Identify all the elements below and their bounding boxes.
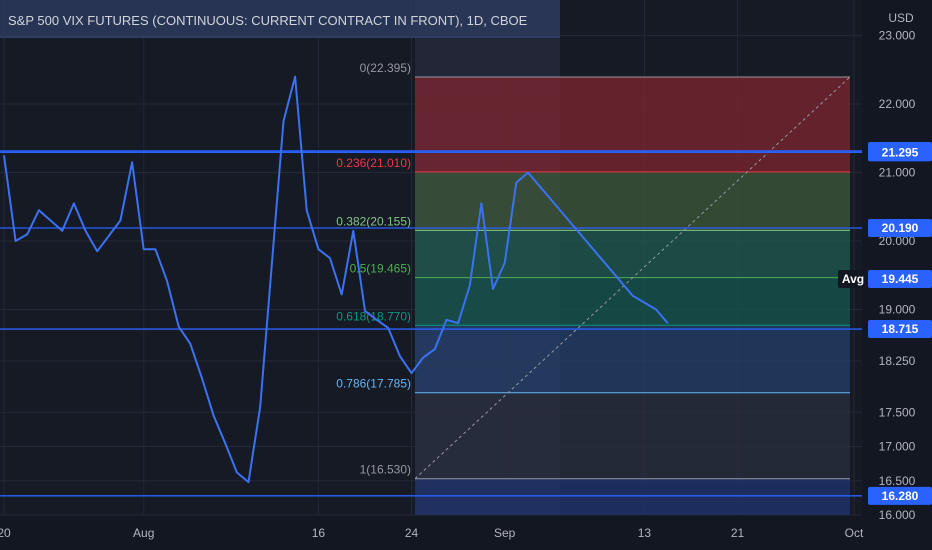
x-tick-label: Aug [133, 526, 154, 540]
price-tag[interactable] [868, 270, 932, 289]
price-tag[interactable] [868, 320, 932, 339]
price-tag[interactable] [868, 219, 932, 238]
x-tick-label: 24 [405, 526, 419, 540]
fib-trend-line[interactable] [414, 76, 851, 480]
x-tick-label: 21 [731, 526, 745, 540]
y-tick-label: 22.000 [879, 97, 916, 111]
price-tag-value: 21.295 [882, 145, 919, 159]
fib-level-label: 0.5(19.465) [350, 262, 411, 276]
price-series-line[interactable] [3, 75, 669, 484]
fib-level-label: 0(22.395) [360, 61, 411, 75]
fib-level-label: 1(16.530) [360, 463, 411, 477]
y-tick-label: 21.000 [879, 166, 916, 180]
x-tick-label: 16 [312, 526, 326, 540]
fib-zone [415, 76, 850, 172]
y-tick-label: 17.500 [879, 405, 916, 419]
fib-level-label: 0.236(21.010) [336, 156, 411, 170]
fib-zone [415, 171, 850, 231]
y-tick-label: 20.000 [879, 234, 916, 248]
fib-zone [415, 325, 850, 393]
y-tick-label: 17.000 [879, 440, 916, 454]
x-tick-label: Oct [845, 526, 864, 540]
y-tick-label: 16.000 [879, 508, 916, 522]
chart-title: S&P 500 VIX FUTURES (CONTINUOUS: CURRENT… [8, 13, 528, 28]
fib-zone [415, 392, 850, 479]
price-tag-value: 20.190 [882, 221, 919, 235]
fib-zone-below [415, 478, 850, 515]
x-tick-label: 13 [638, 526, 652, 540]
price-tag-value: 19.445 [882, 272, 919, 286]
fib-zone [415, 230, 850, 278]
y-tick-label: 16.500 [879, 474, 916, 488]
title-banner [0, 0, 560, 38]
fib-zone [415, 277, 850, 326]
price-tag[interactable] [868, 143, 932, 162]
avg-label: Avg [842, 272, 864, 286]
avg-tag[interactable] [838, 270, 868, 289]
price-tag-value: 16.280 [882, 489, 919, 503]
fib-level-label: 0.786(17.785) [336, 377, 411, 391]
currency-label: USD [888, 11, 914, 25]
y-tick-label: 19.000 [879, 303, 916, 317]
y-tick-label: 23.000 [879, 29, 916, 43]
x-tick-label: Sep [494, 526, 516, 540]
price-tag-value: 18.715 [882, 322, 919, 336]
price-tag[interactable] [868, 486, 932, 505]
y-tick-label: 18.250 [879, 354, 916, 368]
fib-level-label: 0.382(20.155) [336, 214, 411, 228]
time-axis-background [0, 515, 862, 550]
x-tick-label: 20 [0, 526, 11, 540]
